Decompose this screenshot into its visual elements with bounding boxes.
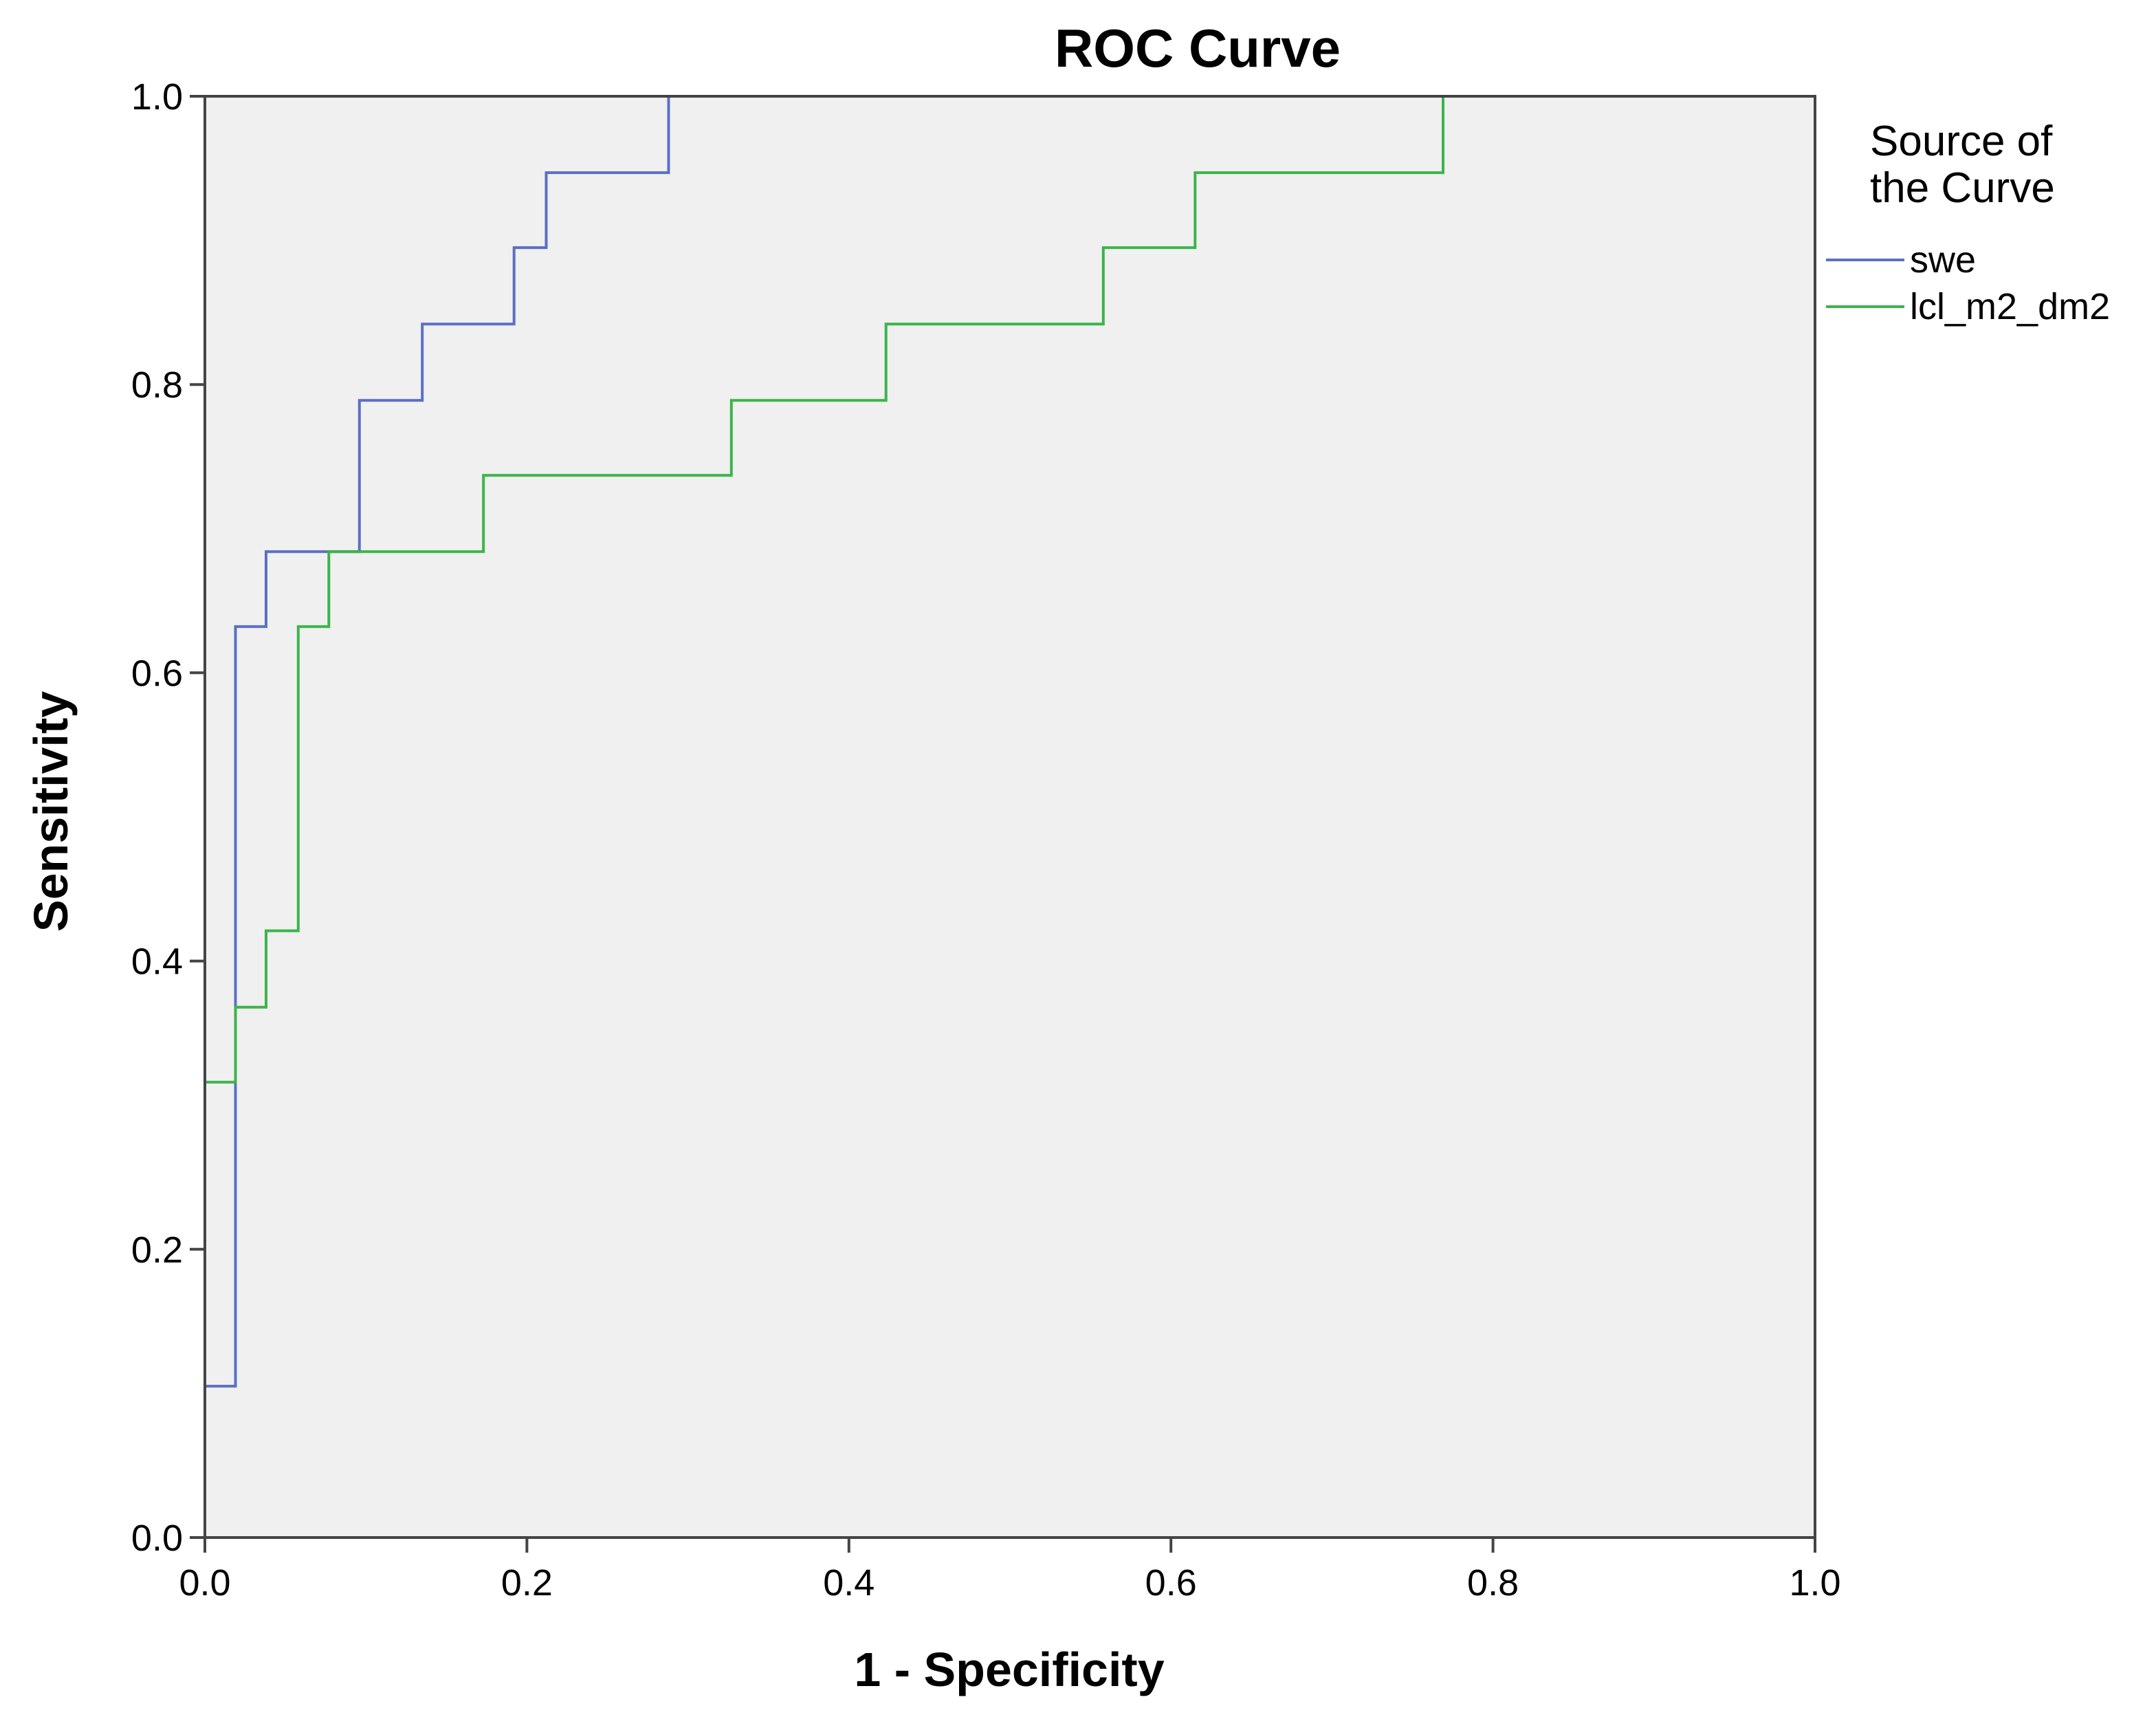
y-tick-label: 0.4 (131, 941, 183, 983)
x-tick-label: 0.8 (1467, 1562, 1519, 1604)
legend-label-lcl-m2-dm2: lcl_m2_dm2 (1910, 286, 2110, 327)
y-tick-label: 0.6 (131, 653, 183, 694)
axis-ticks: 0.0 0.2 0.4 0.6 0.8 1.0 0.0 0.2 0.4 0.6 0.8 1.0 (131, 76, 1841, 1604)
x-axis-label: 1 - Specificity (854, 1643, 1164, 1696)
y-tick-label: 0.8 (131, 364, 183, 406)
x-tick-label: 0.2 (501, 1562, 553, 1604)
legend-title-line-2: the Curve (1870, 164, 2055, 212)
y-tick-label: 1.0 (131, 76, 183, 118)
legend: Source of the Curve swe lcl_m2_dm2 (1826, 118, 2110, 327)
chart-title: ROC Curve (1055, 18, 1341, 78)
legend-label-swe: swe (1910, 239, 1976, 281)
plot-area (205, 96, 1815, 1538)
series-line-swe (204, 95, 1815, 1538)
x-tick-label: 0.4 (823, 1562, 874, 1604)
series-lines (204, 95, 1815, 1538)
y-tick-label: 0.0 (131, 1518, 183, 1559)
y-axis-label: Sensitivity (24, 691, 78, 932)
x-tick-label: 0.6 (1145, 1562, 1197, 1604)
x-tick-label: 0.0 (179, 1562, 230, 1604)
legend-title-line-1: Source of (1870, 118, 2053, 165)
y-tick-label: 0.2 (131, 1229, 183, 1271)
plot-frame (204, 95, 1816, 1539)
x-tick-label: 1.0 (1789, 1562, 1840, 1604)
series-line-lcl-m2-dm2 (204, 95, 1815, 1538)
